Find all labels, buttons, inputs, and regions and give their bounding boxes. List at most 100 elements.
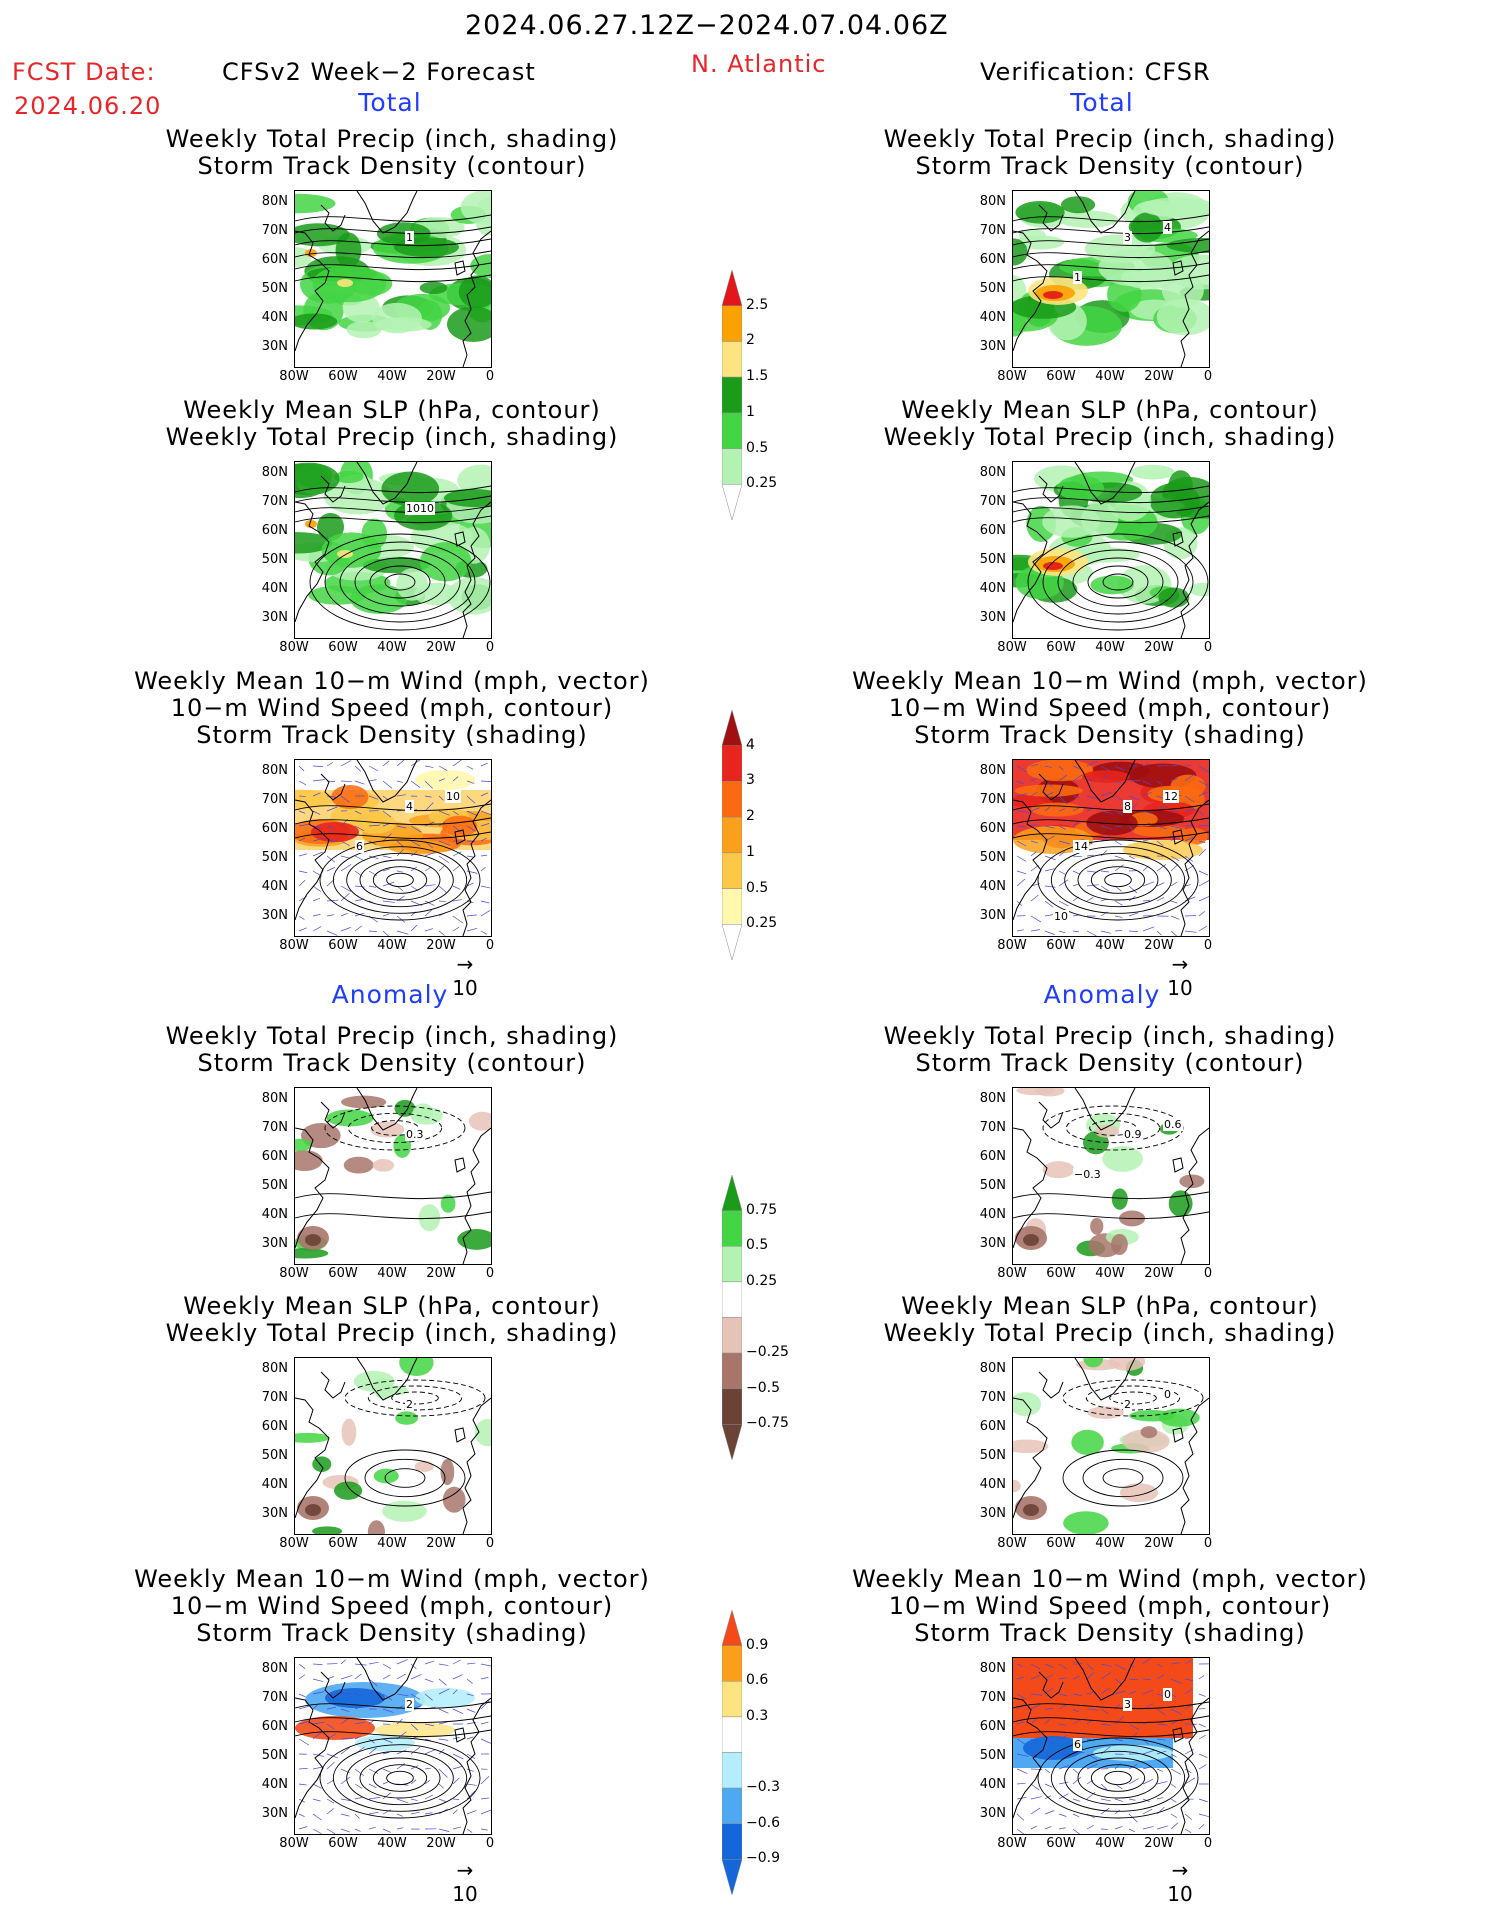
map-v-total-precip: 3 4 1 [1012,190,1210,368]
lat-tick-label: 50N [979,1178,1006,1193]
lat-tick-label: 50N [261,1748,288,1763]
section-total-left: Total [358,88,422,117]
contour-label: 6 [1073,1738,1082,1751]
lon-tick-label: 20W [426,369,456,384]
colorbar-tick-label: −0.3 [746,1779,780,1796]
lat-tick-label: 30N [261,908,288,923]
contour-label: 4 [1163,221,1172,234]
lon-tick-label: 80W [279,938,309,953]
lat-tick-label: 80N [979,465,1006,480]
lat-tick-label: 50N [261,1448,288,1463]
lat-tick-label: 80N [261,465,288,480]
panel-title-v_total_wind-3: Storm Track Density (shading) [914,721,1306,749]
lon-tick-label: 60W [328,1836,358,1851]
lat-tick-label: 50N [979,1448,1006,1463]
verification-title: Verification: CFSR [980,58,1211,86]
panel-title-f_anom_precip-2: Storm Track Density (contour) [197,1049,587,1077]
lon-tick-label: 20W [1144,1266,1174,1281]
panel-title-v_anom_wind-1: Weekly Mean 10−m Wind (mph, vector) [852,1565,1368,1593]
lon-tick-label: 80W [997,640,1027,655]
contour-label: 12 [1163,790,1179,803]
panel-title-f_total_slp-2: Weekly Total Precip (inch, shading) [165,423,619,451]
lon-tick-label: 20W [1144,369,1174,384]
vector-ref-1: → 10 [452,952,478,1000]
lat-tick-label: 70N [261,1390,288,1405]
lat-tick-label: 30N [261,1806,288,1821]
lon-tick-label: 80W [997,369,1027,384]
contour-label: 0.3 [405,1128,425,1141]
lon-tick-label: 80W [997,938,1027,953]
colorbar-anom-storm [721,1609,743,1899]
lon-tick-label: 20W [1144,640,1174,655]
lat-tick-label: 30N [979,1806,1006,1821]
lon-tick-label: 60W [1046,369,1076,384]
panel-title-f_anom_slp-1: Weekly Mean SLP (hPa, contour) [183,1292,601,1320]
colorbar-tick-label: 0.5 [746,439,769,456]
lon-tick-label: 40W [377,369,407,384]
panel-title-f_total_wind-2: 10−m Wind Speed (mph, contour) [170,694,614,722]
contour-label: 6 [355,840,364,853]
lon-tick-label: 20W [426,1836,456,1851]
lat-tick-label: 40N [979,310,1006,325]
lat-tick-label: 70N [979,494,1006,509]
map-v-total-slp [1012,461,1210,639]
lat-tick-label: 40N [979,1207,1006,1222]
lat-tick-label: 70N [979,223,1006,238]
lon-tick-label: 40W [1095,1536,1125,1551]
lat-tick-label: 80N [261,1091,288,1106]
lon-tick-label: 40W [377,640,407,655]
lon-tick-label: 40W [1095,1836,1125,1851]
panel-title-v_total_precip-1: Weekly Total Precip (inch, shading) [883,125,1337,153]
lon-tick-label: 80W [279,1536,309,1551]
lat-tick-label: 30N [979,339,1006,354]
lat-tick-label: 40N [979,879,1006,894]
lat-tick-label: 70N [261,223,288,238]
colorbar-tick-label: 0.75 [746,1201,778,1218]
colorbar-tick-label: 2 [746,808,755,825]
lat-tick-label: 80N [261,1361,288,1376]
forecast-title: CFSv2 Week−2 Forecast [222,58,536,86]
region-title: N. Atlantic [691,50,827,78]
lon-tick-label: 0 [1203,640,1213,655]
lon-tick-label: 60W [328,1266,358,1281]
lon-tick-label: 60W [328,1536,358,1551]
lon-tick-label: 60W [1046,1266,1076,1281]
colorbar-tick-label: 1 [746,403,755,420]
lat-tick-label: 60N [979,252,1006,267]
map-v-anom-precip: 0.9 0.6 −0.3 [1012,1087,1210,1265]
lon-tick-label: 0 [485,369,495,384]
vector-ref-2: → 10 [1167,952,1193,1000]
lon-tick-label: 20W [1144,1836,1174,1851]
panel-title-v_total_slp-2: Weekly Total Precip (inch, shading) [883,423,1337,451]
colorbar-tick-label: −0.5 [746,1379,780,1396]
lat-tick-label: 70N [979,1390,1006,1405]
lat-tick-label: 50N [979,1748,1006,1763]
panel-title-f_anom_slp-2: Weekly Total Precip (inch, shading) [165,1319,619,1347]
contour-label: 0 [1163,1688,1172,1701]
contour-label: 8 [1123,800,1132,813]
colorbar-tick-label: 1.5 [746,368,769,385]
panel-title-f_total_precip-1: Weekly Total Precip (inch, shading) [165,125,619,153]
contour-label: 1 [1073,271,1082,284]
lat-tick-label: 40N [261,1777,288,1792]
lat-tick-label: 40N [261,581,288,596]
fcst-date-value: 2024.06.20 [14,92,162,120]
colorbar-total-storm [721,709,743,964]
panel-title-f_anom_wind-1: Weekly Mean 10−m Wind (mph, vector) [134,1565,650,1593]
lat-tick-label: 60N [979,821,1006,836]
panel-title-f_total_precip-2: Storm Track Density (contour) [197,152,587,180]
colorbar-tick-label: −0.25 [746,1344,789,1361]
vector-ref-3: → 10 [452,1858,478,1906]
lon-tick-label: 40W [1095,640,1125,655]
lon-tick-label: 60W [1046,1836,1076,1851]
lat-tick-label: 80N [261,763,288,778]
map-f-anom-precip: 0.3 [294,1087,492,1265]
lat-tick-label: 80N [979,1661,1006,1676]
lon-tick-label: 80W [279,1266,309,1281]
panel-title-v_anom_wind-3: Storm Track Density (shading) [914,1619,1306,1647]
map-f-total-slp: 1010 [294,461,492,639]
colorbar-tick-label: 0.25 [746,475,778,492]
lon-tick-label: 40W [377,938,407,953]
lon-tick-label: 0 [1203,1266,1213,1281]
lat-tick-label: 60N [261,252,288,267]
